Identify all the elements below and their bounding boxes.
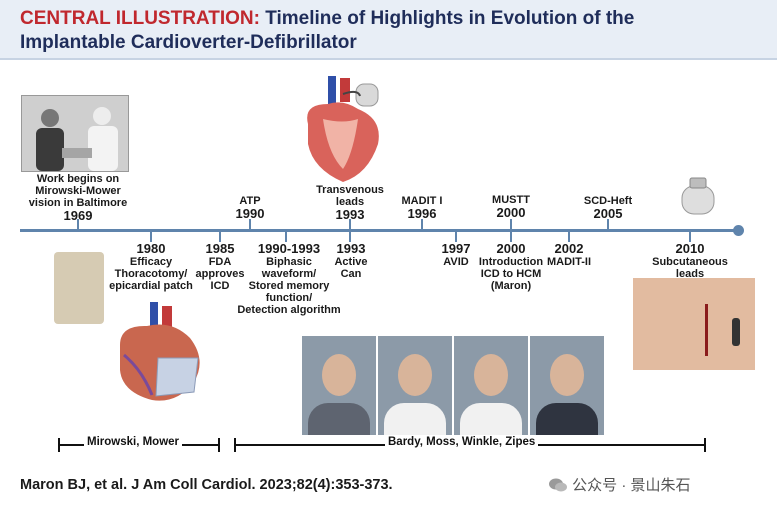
event-transvenous-year: 1993: [335, 207, 365, 222]
citation: Maron BJ, et al. J Am Coll Cardiol. 2023…: [20, 477, 393, 493]
portrait-winkle: [454, 336, 528, 435]
subcutaneous-icd-chest-image: [633, 278, 755, 370]
tick-1980: [150, 229, 152, 242]
portrait-bardy: [302, 336, 376, 435]
tick-2010: [689, 229, 691, 242]
modern-era-label: Bardy, Moss, Winkle, Zipes: [385, 436, 539, 448]
event-madit1-year: 1996: [407, 206, 437, 221]
subcutaneous-icd-device-icon: [678, 176, 718, 216]
tick-2000-hcm: [510, 229, 512, 242]
event-subq-year: 2010: [675, 241, 705, 256]
portrait-zipes: [530, 336, 604, 435]
event-mustt-2000: MUSTT 2000: [492, 194, 530, 220]
watermark: 公众号 · 景山朱石: [548, 474, 691, 495]
tick-2000-mustt: [510, 219, 512, 232]
subcutaneous-device: [732, 318, 740, 346]
subcutaneous-lead: [705, 304, 708, 356]
event-1985-text: FDA approves ICD: [195, 256, 245, 292]
event-active-can-1993: 1993 Active Can: [334, 241, 368, 281]
title-text: Timeline of Highlights in Evolution of t…: [265, 8, 635, 29]
event-subq-2010: 2010 Subcutaneous leads: [652, 241, 728, 281]
event-madit2-2002: 2002 MADIT-II: [547, 241, 591, 269]
event-active-can-text: Active Can: [334, 256, 368, 280]
epicardial-patch-heart-image: [112, 300, 207, 405]
event-1990-1993-year: 1990-1993: [257, 241, 321, 256]
event-subq-text: Subcutaneous leads: [652, 256, 728, 280]
event-1969-year: 1969: [63, 208, 93, 223]
tick-1997: [455, 229, 457, 242]
event-madit1-1996: MADIT I 1996: [402, 195, 443, 221]
event-mustt-text: MUSTT: [492, 194, 530, 206]
event-1980-text: Efficacy Thoracotomy/ epicardial patch: [109, 256, 193, 292]
tick-2005: [607, 219, 609, 232]
investigator-portraits: [302, 336, 604, 435]
portrait-moss: [378, 336, 452, 435]
event-avid-1997: 1997 AVID: [441, 241, 471, 269]
event-scdheft-year: 2005: [593, 206, 623, 221]
event-active-can-year: 1993: [336, 241, 366, 256]
event-transvenous-1993: Transvenous leads 1993: [316, 184, 384, 222]
event-1980-year: 1980: [136, 241, 166, 256]
event-atp-text: ATP: [239, 195, 261, 207]
event-hcm-year: 2000: [496, 241, 526, 256]
header-banner: CENTRAL ILLUSTRATION: Timeline of Highli…: [0, 0, 777, 60]
title-line-1: CENTRAL ILLUSTRATION: Timeline of Highli…: [20, 8, 634, 30]
event-1980: 1980 Efficacy Thoracotomy/ epicardial pa…: [109, 241, 193, 293]
event-transvenous-text: Transvenous leads: [316, 184, 384, 208]
event-avid-text: AVID: [443, 256, 469, 268]
timeline-end-dot: [733, 225, 744, 236]
tick-1969: [77, 219, 79, 232]
mirowski-era-label: Mirowski, Mower: [84, 436, 183, 448]
event-1969-text: Work begins on Mirowski-Mower vision in …: [28, 173, 128, 209]
tick-1996: [421, 219, 423, 232]
central-illustration-label: CENTRAL ILLUSTRATION:: [20, 8, 260, 29]
event-1985: 1985 FDA approves ICD: [195, 241, 245, 293]
event-madit2-year: 2002: [554, 241, 584, 256]
event-mustt-year: 2000: [496, 205, 526, 220]
event-hcm-2000: 2000 Introduction ICD to HCM (Maron): [478, 241, 544, 293]
tick-1985: [219, 229, 221, 242]
event-atp-year: 1990: [235, 206, 265, 221]
event-atp-1990: ATP 1990: [236, 195, 265, 221]
event-scdheft-2005: SCD-Heft 2005: [584, 195, 632, 221]
tick-2002: [568, 229, 570, 242]
tick-1990-atp: [249, 219, 251, 232]
transvenous-heart-image: [298, 74, 388, 184]
title-line-2: Implantable Cardioverter-Defibrillator: [20, 32, 357, 53]
event-1990-1993-text: Biphasic waveform/ Stored memory functio…: [237, 256, 341, 316]
event-1969: Work begins on Mirowski-Mower vision in …: [29, 173, 127, 223]
early-icd-device-image: [54, 252, 104, 324]
tick-1990-1993: [285, 229, 287, 242]
event-1990-1993: 1990-1993 Biphasic waveform/ Stored memo…: [237, 241, 341, 317]
event-madit2-text: MADIT-II: [547, 256, 591, 268]
watermark-text: 公众号 · 景山朱石: [572, 477, 691, 494]
event-hcm-text: Introduction ICD to HCM (Maron): [478, 256, 544, 292]
event-1985-year: 1985: [205, 241, 235, 256]
tick-1993-can: [349, 229, 351, 242]
event-scdheft-text: SCD-Heft: [583, 195, 633, 207]
timeline-axis: [20, 229, 738, 232]
tick-1993-transvenous: [349, 219, 351, 232]
wechat-icon: [549, 478, 567, 492]
mirowski-mower-photo: [21, 95, 129, 172]
event-avid-year: 1997: [441, 241, 471, 256]
event-madit1-text: MADIT I: [401, 195, 443, 207]
